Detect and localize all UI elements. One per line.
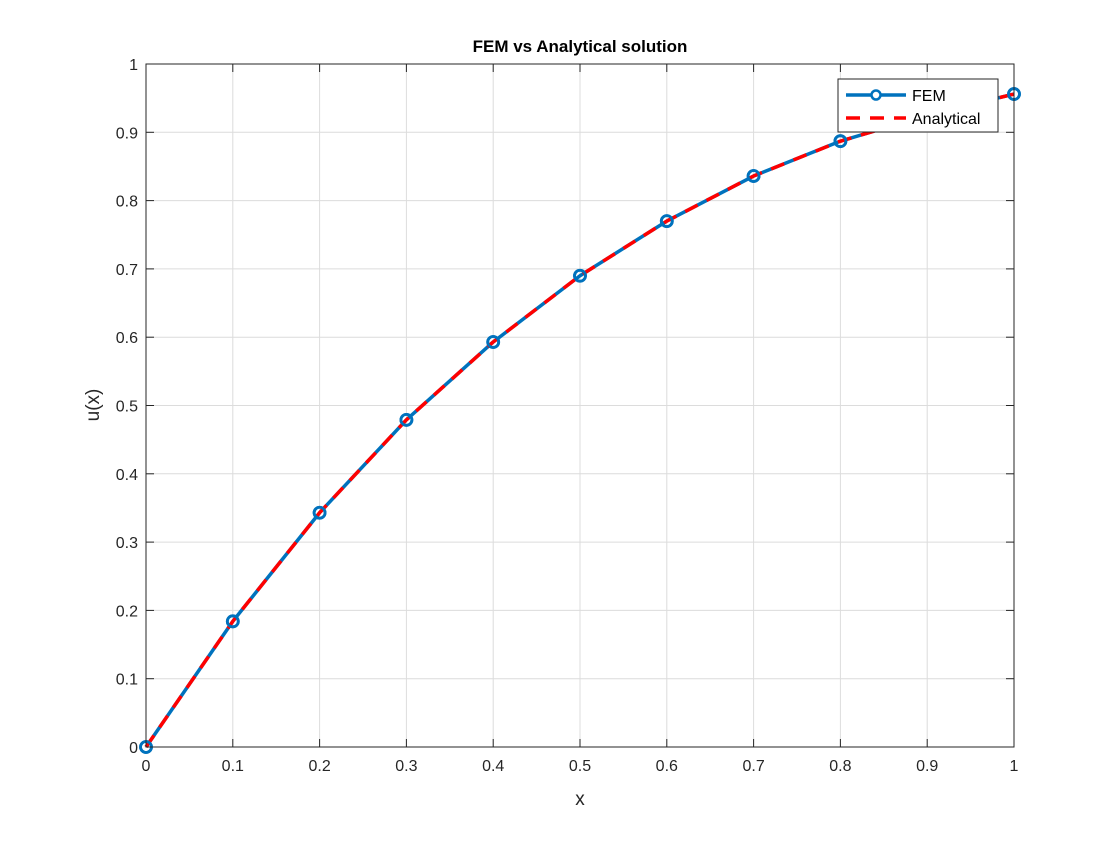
- y-tick-label: 0.2: [116, 603, 138, 620]
- x-tick-label: 0.2: [308, 758, 330, 775]
- ticks: 0 0.1 0.2 0.3 0.4 0.5 0.6 0.7 0.8 0.9 1 0 0.1 0.2 0.3 0…: [116, 57, 1019, 775]
- x-tick-label: 0: [142, 758, 151, 775]
- chart-title: FEM vs Analytical solution: [473, 37, 688, 56]
- legend-label-fem: FEM: [912, 88, 946, 105]
- y-tick-label: 0.5: [116, 399, 138, 416]
- legend-box: [837, 78, 999, 133]
- x-tick-label: 0.5: [569, 758, 591, 775]
- data-point-fem-overlay: [833, 134, 848, 149]
- data-point-fem-overlay: [399, 412, 414, 427]
- y-tick-label: 0.6: [116, 330, 138, 347]
- y-tick-label: 1: [129, 57, 138, 74]
- legend: FEM Analytical: [837, 78, 999, 133]
- x-tick-label: 0.3: [395, 758, 417, 775]
- data-point-fem-overlay: [659, 214, 674, 228]
- y-axis-label: u(x): [83, 389, 104, 422]
- y-tick-label: 0.4: [116, 467, 138, 484]
- x-tick-label: 0.1: [222, 758, 244, 775]
- x-axis-label: x: [575, 789, 585, 810]
- legend-fem-marker: [870, 89, 882, 101]
- data-point-fem-overlay: [573, 268, 587, 283]
- legend-label-analytical: Analytical: [912, 111, 980, 128]
- series-line-analytical: [144, 92, 1015, 748]
- data-point-fem-overlay: [225, 614, 240, 629]
- y-tick-label: 0.8: [116, 194, 138, 211]
- y-tick-label: 0: [129, 740, 138, 757]
- y-tick-label: 0.1: [116, 672, 138, 689]
- x-tick-label: 0.6: [656, 758, 678, 775]
- x-tick-label: 0.9: [916, 758, 938, 775]
- data-point-fem-overlay: [312, 505, 327, 520]
- x-tick-label: 0.7: [742, 758, 764, 775]
- y-tick-label: 0.9: [116, 125, 138, 142]
- x-tick-label: 1: [1010, 758, 1019, 775]
- data-point-fem-overlay: [746, 169, 761, 183]
- y-tick-label: 0.7: [116, 262, 138, 279]
- y-tick-label: 0.3: [116, 535, 138, 552]
- data-point-fem-overlay: [486, 335, 501, 349]
- x-tick-label: 0.8: [829, 758, 851, 775]
- x-tick-label: 0.4: [482, 758, 504, 775]
